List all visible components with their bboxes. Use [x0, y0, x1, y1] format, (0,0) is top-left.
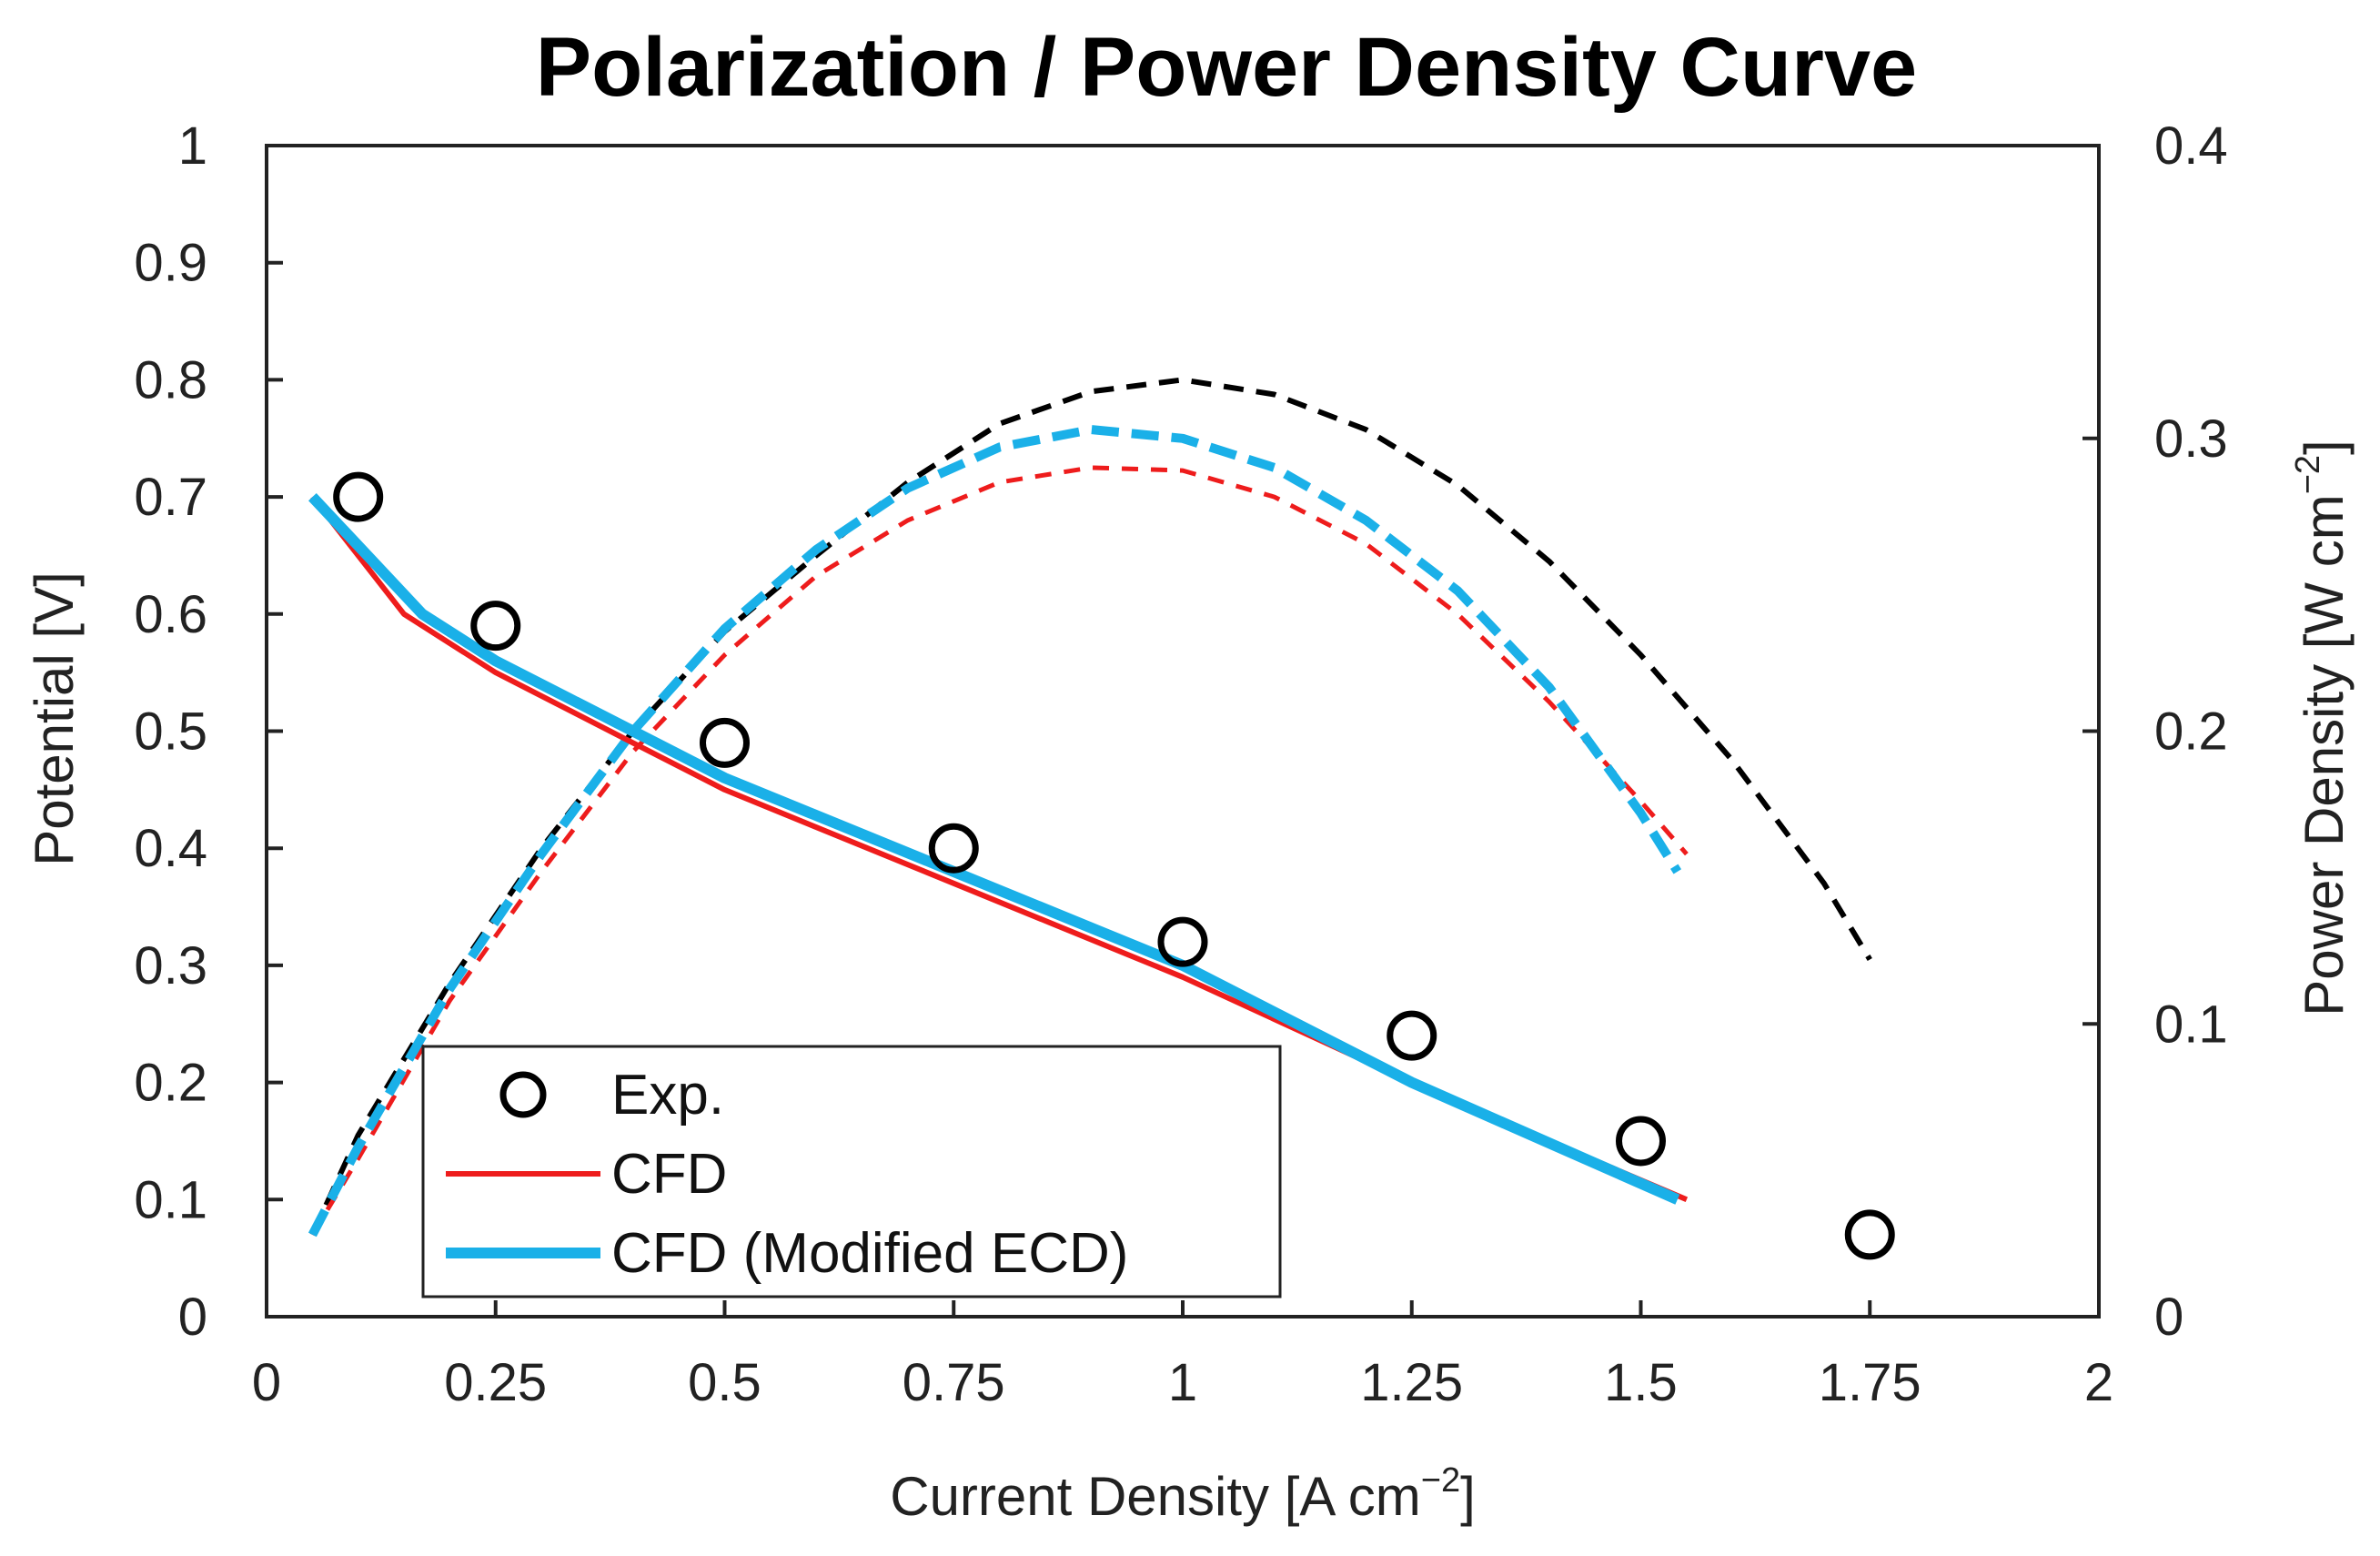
y2-axis-label-sup: −2 [2289, 455, 2327, 494]
y-tick-label: 0 [178, 1288, 207, 1347]
y-axis-ticks: 0 0.1 0.2 0.3 0.4 0.5 0.6 0.7 0.8 0.9 1 [134, 116, 283, 1347]
legend-cfd-label: CFD [611, 1143, 727, 1206]
y-tick-label: 0.3 [134, 936, 207, 995]
y-tick-label: 0.7 [134, 468, 207, 527]
exp-data-point [1616, 1116, 1666, 1167]
y2-tick-label: 0 [2154, 1288, 2183, 1347]
chart-title: Polarization / Power Density Curve [536, 21, 1917, 114]
legend-cfd-modified-label: CFD (Modified ECD) [611, 1222, 1128, 1285]
x-axis-label: Current Density [A cm−2] [890, 1461, 1476, 1527]
x-tick-label: 1.75 [1819, 1353, 1921, 1412]
x-tick-label: 1.25 [1360, 1353, 1463, 1412]
y-tick-label: 0.2 [134, 1054, 207, 1113]
x-axis-ticks: 0 0.25 0.5 0.75 1 1.25 1.5 1.75 2 [252, 1300, 2113, 1412]
y2-tick-label: 0.1 [2154, 995, 2228, 1054]
y2-tick-label: 0.3 [2154, 409, 2228, 469]
exp-data-point [1157, 916, 1208, 967]
y-tick-label: 0.1 [134, 1170, 207, 1229]
exp-data-point [333, 471, 384, 522]
exp-data-point [1387, 1010, 1437, 1061]
y-tick-label: 0.6 [134, 585, 207, 644]
cfd-power-density-line [310, 465, 1689, 1237]
legend: Exp. CFD CFD (Modified ECD) [421, 1045, 1282, 1298]
x-tick-label: 0.5 [688, 1353, 761, 1412]
exp-data-point [928, 823, 979, 874]
x-tick-label: 0.75 [903, 1353, 1005, 1412]
y-tick-label: 1 [178, 116, 207, 176]
x-tick-label: 1.5 [1604, 1353, 1678, 1412]
y2-axis-label: Power Density [W cm−2] [2289, 440, 2355, 1015]
legend-exp-marker [499, 1071, 547, 1118]
y-tick-label: 0.5 [134, 702, 207, 762]
y-tick-label: 0.8 [134, 350, 207, 409]
y-tick-label: 0.4 [134, 819, 207, 878]
x-axis-label-end: ] [1460, 1466, 1476, 1527]
x-axis-label-sup: −2 [1421, 1461, 1460, 1500]
y2-axis-label-end: ] [2294, 440, 2355, 455]
exp-data-point [700, 717, 750, 768]
x-tick-label: 0.25 [444, 1353, 547, 1412]
y-axis-label: Potential [V] [24, 571, 85, 866]
legend-exp-label: Exp. [611, 1064, 724, 1127]
y2-tick-label: 0.4 [2154, 116, 2228, 176]
cfd-modified-ecd-power-density-line [308, 425, 1682, 1238]
series-layer [308, 377, 1895, 1260]
x-tick-label: 0 [252, 1353, 281, 1412]
y2-axis-ticks: 0 0.1 0.2 0.3 0.4 [2082, 116, 2228, 1347]
x-axis-label-main: Current Density [A cm [890, 1466, 1421, 1527]
exp-data-point [470, 601, 521, 652]
y2-tick-label: 0.2 [2154, 702, 2228, 762]
y-tick-label: 0.9 [134, 234, 207, 293]
x-tick-label: 2 [2084, 1353, 2113, 1412]
exp-data-point [1844, 1209, 1895, 1260]
x-tick-label: 1 [1168, 1353, 1197, 1412]
exp-power-density-line [309, 377, 1872, 1237]
y2-axis-label-main: Power Density [W cm [2294, 494, 2355, 1015]
cfd-modified-ecd-line [308, 492, 1680, 1205]
